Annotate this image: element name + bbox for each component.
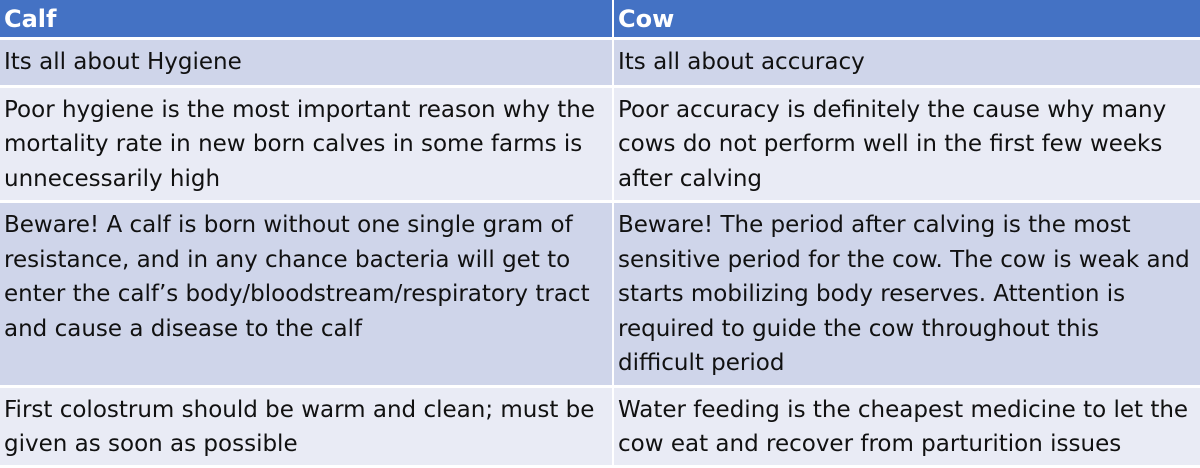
cell-line: cow eat and recover from parturition iss…	[618, 431, 1122, 458]
cell-line: Its all about Hygiene	[4, 49, 242, 75]
cell-line: required to guide the cow throughout thi…	[618, 315, 1099, 342]
cow-cell: Poor accuracy is definitely the cause wh…	[613, 86, 1200, 204]
table-row: First colostrum should be warm and clean…	[0, 386, 1200, 468]
cell-line: Poor accuracy is definitely the cause wh…	[618, 96, 1167, 123]
cell-line: and cause a disease to the calf	[4, 315, 363, 342]
table-row: Beware! A calf is born without one singl…	[0, 201, 1200, 388]
cell-line: sensitive period for the cow. The cow is…	[618, 246, 1190, 273]
cell-line: Its all about accuracy	[618, 49, 865, 75]
cell-line: resistance, and in any chance bacteria w…	[4, 246, 571, 273]
cell-line: First colostrum should be warm and clean…	[4, 396, 595, 423]
cell-line: unnecessarily high	[4, 165, 221, 192]
cell-line: given as soon as possible	[4, 431, 298, 458]
cell-line: cows do not perform well in the first fe…	[618, 131, 1163, 158]
cell-line: Beware! A calf is born without one singl…	[4, 212, 573, 239]
header-cow: Cow	[613, 0, 1200, 40]
header-calf: Calf	[0, 0, 614, 40]
header-row: Calf Cow	[0, 0, 1200, 40]
cell-line: Poor hygiene is the most important reaso…	[4, 96, 595, 123]
cell-line: Beware! The period after calving is the …	[618, 212, 1131, 239]
calf-cell: Beware! A calf is born without one singl…	[0, 201, 614, 388]
cell-line: after calving	[618, 165, 763, 192]
cell-line: mortality rate in new born calves in som…	[4, 131, 583, 158]
table-row: Its all about Hygiene Its all about accu…	[0, 38, 1200, 88]
cell-line: starts mobilizing body reserves. Attenti…	[618, 281, 1126, 308]
calf-cell: First colostrum should be warm and clean…	[0, 386, 614, 468]
cow-cell: Its all about accuracy	[613, 38, 1200, 88]
cell-line: difficult period	[618, 350, 785, 377]
cell-line: Water feeding is the cheapest medicine t…	[618, 396, 1189, 423]
calf-cell: Poor hygiene is the most important reaso…	[0, 86, 614, 204]
calf-cell: Its all about Hygiene	[0, 38, 614, 88]
cell-line: enter the calf’s body/bloodstream/respir…	[4, 281, 590, 308]
cow-cell: Beware! The period after calving is the …	[613, 201, 1200, 388]
table-row: Poor hygiene is the most important reaso…	[0, 86, 1200, 204]
cow-cell: Water feeding is the cheapest medicine t…	[613, 386, 1200, 468]
